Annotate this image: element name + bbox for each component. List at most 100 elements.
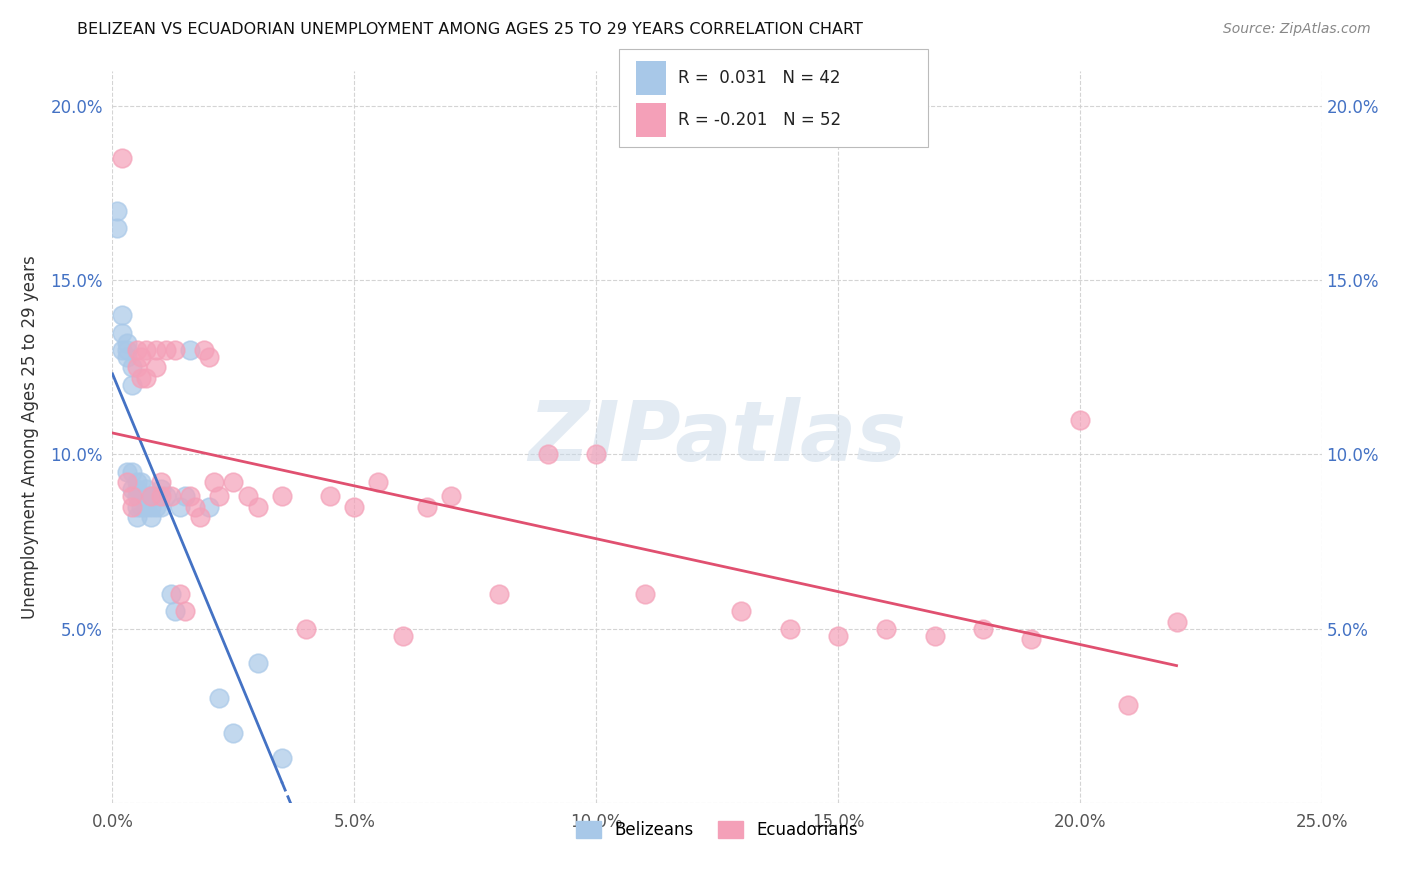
Point — [121, 500, 143, 514]
Point — [131, 350, 153, 364]
Point — [295, 622, 318, 636]
Point — [1166, 615, 1188, 629]
Point — [165, 343, 187, 357]
Point — [222, 726, 245, 740]
Point — [165, 604, 187, 618]
Y-axis label: Unemployment Among Ages 25 to 29 years: Unemployment Among Ages 25 to 29 years — [21, 255, 39, 619]
Point — [924, 629, 946, 643]
Point — [169, 500, 191, 514]
Point — [246, 657, 269, 671]
Point — [779, 622, 801, 636]
Point — [198, 350, 221, 364]
Point — [440, 489, 463, 503]
Point — [141, 510, 163, 524]
Point — [115, 475, 138, 490]
Point — [121, 483, 143, 497]
Point — [105, 203, 128, 218]
Point — [202, 475, 225, 490]
Point — [141, 500, 163, 514]
Point — [730, 604, 752, 618]
Text: R =  0.031   N = 42: R = 0.031 N = 42 — [678, 69, 841, 87]
Point — [159, 587, 181, 601]
Point — [208, 489, 231, 503]
Point — [270, 750, 292, 764]
Point — [131, 500, 153, 514]
Point — [135, 500, 157, 514]
Point — [155, 343, 177, 357]
Point — [111, 326, 134, 340]
Point — [125, 489, 148, 503]
Point — [198, 500, 221, 514]
Point — [125, 500, 148, 514]
Point — [246, 500, 269, 514]
Text: ZIPatlas: ZIPatlas — [529, 397, 905, 477]
Point — [174, 604, 197, 618]
Point — [145, 500, 167, 514]
Point — [145, 343, 167, 357]
Point — [115, 336, 138, 351]
Point — [131, 475, 153, 490]
Point — [125, 343, 148, 357]
Point — [115, 343, 138, 357]
Point — [827, 629, 849, 643]
Point — [141, 489, 163, 503]
Point — [125, 360, 148, 375]
Point — [391, 629, 413, 643]
Text: R = -0.201   N = 52: R = -0.201 N = 52 — [678, 112, 841, 129]
Point — [188, 510, 211, 524]
Text: Source: ZipAtlas.com: Source: ZipAtlas.com — [1223, 22, 1371, 37]
Point — [125, 510, 148, 524]
Point — [135, 489, 157, 503]
Point — [174, 489, 197, 503]
Point — [537, 448, 560, 462]
Point — [169, 587, 191, 601]
Point — [193, 343, 215, 357]
Point — [367, 475, 389, 490]
Point — [488, 587, 510, 601]
Point — [145, 489, 167, 503]
Point — [416, 500, 439, 514]
Point — [270, 489, 292, 503]
Point — [135, 371, 157, 385]
Point — [1069, 412, 1091, 426]
Point — [1021, 632, 1043, 646]
Point — [236, 489, 259, 503]
Point — [145, 360, 167, 375]
Point — [125, 483, 148, 497]
Point — [149, 489, 172, 503]
Point — [131, 371, 153, 385]
Point — [183, 500, 205, 514]
Point — [155, 489, 177, 503]
Point — [585, 448, 607, 462]
Legend: Belizeans, Ecuadorians: Belizeans, Ecuadorians — [569, 814, 865, 846]
Point — [149, 483, 172, 497]
Point — [149, 475, 172, 490]
Point — [179, 343, 201, 357]
Point — [1116, 698, 1139, 713]
Point — [159, 489, 181, 503]
Point — [121, 465, 143, 479]
Point — [121, 377, 143, 392]
Point — [111, 152, 134, 166]
Point — [208, 691, 231, 706]
Point — [115, 465, 138, 479]
Point — [222, 475, 245, 490]
Point — [141, 489, 163, 503]
Point — [633, 587, 655, 601]
Text: BELIZEAN VS ECUADORIAN UNEMPLOYMENT AMONG AGES 25 TO 29 YEARS CORRELATION CHART: BELIZEAN VS ECUADORIAN UNEMPLOYMENT AMON… — [77, 22, 863, 37]
Point — [135, 483, 157, 497]
Point — [343, 500, 366, 514]
Point — [121, 360, 143, 375]
Point — [125, 475, 148, 490]
Point — [111, 308, 134, 322]
Point — [149, 500, 172, 514]
Point — [105, 221, 128, 235]
Point — [111, 343, 134, 357]
Point — [972, 622, 994, 636]
Point — [131, 489, 153, 503]
Point — [875, 622, 897, 636]
Point — [121, 489, 143, 503]
Point — [135, 343, 157, 357]
Point — [115, 350, 138, 364]
Point — [319, 489, 342, 503]
